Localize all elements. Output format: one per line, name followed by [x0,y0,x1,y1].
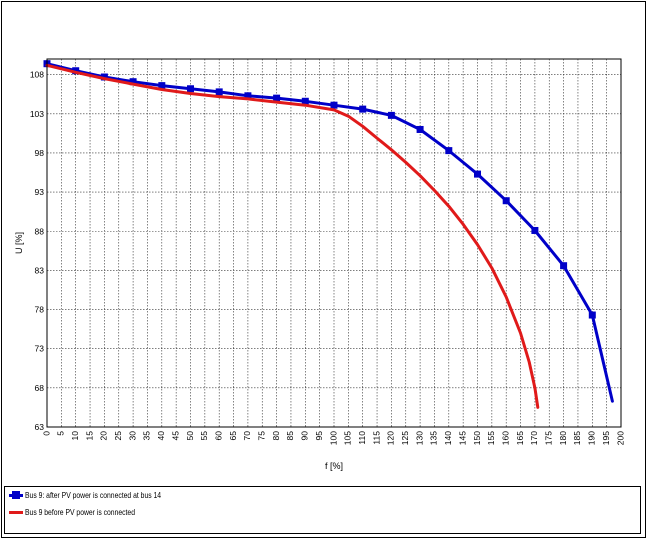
data-point-marker [301,97,309,105]
data-point-marker [474,170,481,178]
data-point-marker [244,92,252,100]
series-layer [43,60,614,409]
x-tick-label: 55 [199,431,209,441]
plot-area-border [46,58,622,428]
x-tick-label: 120 [386,431,396,445]
x-tick-label: 50 [185,431,195,441]
x-tick-label: 160 [500,431,510,445]
x-tick-label: 0 [41,431,51,436]
data-point-marker [588,311,596,319]
x-tick-label: 95 [314,431,324,441]
legend-label-red-series: Bus 9 before PV power is connected [25,507,136,517]
data-point-marker [445,147,453,155]
x-axis-label: f [%] [325,461,343,471]
x-tick-label: 40 [156,431,166,441]
x-tick-label: 125 [400,431,410,445]
x-tick-label: 35 [142,431,152,441]
x-tick-label: 175 [544,431,554,445]
x-tick-label: 45 [170,431,180,441]
grid [47,59,621,427]
x-tick-label: 200 [615,431,625,445]
x-tick-label: 5 [56,431,66,436]
data-point-marker [359,105,367,113]
legend-item-blue-series: Bus 9: after PV power is connected at bu… [9,489,185,501]
legend-label-blue-series: Bus 9: after PV power is connected at bu… [25,490,162,500]
y-tick-label: 108 [30,70,44,80]
x-tick-label: 135 [429,431,439,445]
data-point-marker [72,67,80,75]
data-point-marker [416,125,424,133]
y-tick-label: 98 [35,148,45,158]
x-tick-label: 80 [271,431,281,441]
y-tick-label: 83 [35,265,45,275]
x-tick-label: 10 [70,431,80,441]
data-point-marker [330,101,338,109]
x-tick-label: 110 [357,431,367,445]
y-tick-label: 73 [35,344,45,354]
x-tick-label: 15 [84,431,94,441]
y-tick-label: 103 [30,109,44,119]
x-tick-label: 20 [99,431,109,441]
data-point-marker [273,94,281,102]
x-tick-label: 150 [472,431,482,445]
y-tick-label: 93 [35,187,45,197]
y-tick-label: 63 [35,422,45,432]
y-axis-label: U [%] [14,232,24,254]
x-tick-label: 65 [228,431,238,441]
x-tick-label: 105 [343,431,353,445]
data-point-marker [100,73,108,81]
data-point-marker [531,226,539,234]
x-tick-label: 30 [127,431,137,441]
data-point-marker [158,82,166,90]
data-point-marker [387,111,395,119]
x-tick-label: 90 [300,431,310,441]
x-tick-label: 170 [529,431,539,445]
x-tick-label: 25 [113,431,123,441]
series-line-1 [45,62,614,403]
series-line-2 [45,63,540,409]
x-tick-label: 60 [213,431,223,441]
x-tick-label: 180 [558,431,568,445]
data-point-marker [129,78,137,86]
x-tick-label: 190 [587,431,597,445]
x-tick-label: 100 [328,431,338,445]
x-tick-label: 85 [285,431,295,441]
x-tick-label: 70 [242,431,252,441]
x-tick-label: 75 [257,431,267,441]
y-tick-label: 68 [35,383,45,393]
y-tick-label: 88 [35,226,45,236]
x-tick-label: 155 [486,431,496,445]
data-point-marker [215,88,223,96]
legend: Bus 9: after PV power is connected at bu… [4,486,641,534]
data-point-marker [560,262,568,270]
x-tick-label: 145 [457,431,467,445]
x-tick-label: 140 [443,431,453,445]
x-tick-label: 195 [601,431,611,445]
y-tick-label: 78 [35,305,45,315]
legend-swatch-red [9,510,23,514]
legend-item-red-series: Bus 9 before PV power is connected [9,506,154,518]
data-point-marker [502,197,510,205]
x-tick-label: 130 [414,431,424,445]
tick-labels: 0 5 10 15 20 25 30 35 40 45 50 55 60 65 70 75 80 85 90 95 10… [30,70,625,446]
x-tick-label: 115 [371,431,381,445]
legend-swatch-blue [9,490,23,499]
x-tick-label: 185 [572,431,582,445]
data-point-marker [187,85,194,93]
x-tick-label: 165 [515,431,525,445]
